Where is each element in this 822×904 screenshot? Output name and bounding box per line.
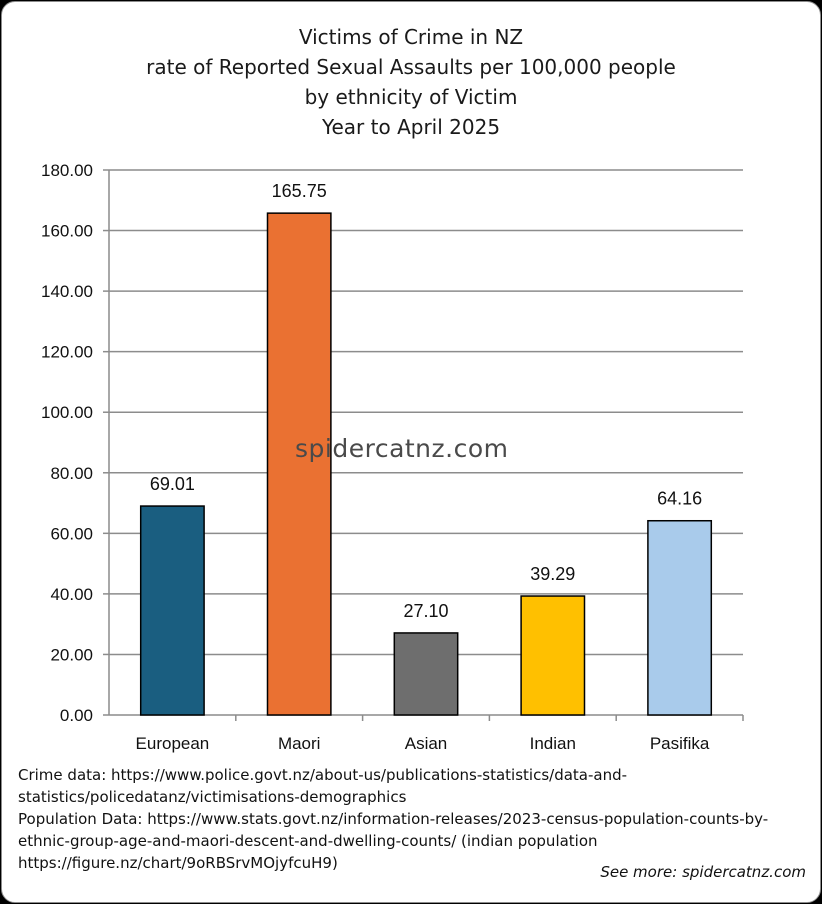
- bar-maori: [266, 212, 332, 716]
- y-tick-label: 60.00: [50, 524, 93, 543]
- title-line-1: Victims of Crime in NZ: [298, 25, 524, 49]
- y-tick-label: 100.00: [41, 403, 93, 422]
- y-tick-label: 0.00: [60, 706, 93, 725]
- chart-title: Victims of Crime in NZ rate of Reported …: [2, 22, 820, 142]
- data-label: 39.29: [530, 564, 575, 584]
- x-category-label: European: [136, 734, 210, 753]
- y-tick-label: 40.00: [50, 585, 93, 604]
- watermark: spidercatnz.com: [295, 434, 509, 463]
- bar-indian: [520, 595, 586, 716]
- population-data-source: Population Data: https://www.stats.govt.…: [18, 810, 769, 872]
- bar-european: [139, 505, 205, 716]
- bar-chart: 0.00 20.00 40.00 60.00 80.00 100.00 120.00 140.…: [41, 161, 744, 753]
- data-label: 165.75: [272, 181, 327, 201]
- x-category-label: Indian: [530, 734, 576, 753]
- y-tick-label: 20.00: [50, 645, 93, 664]
- sources: Crime data: https://www.police.govt.nz/a…: [18, 764, 813, 874]
- x-category-label: Asian: [405, 734, 448, 753]
- y-tick-label: 140.00: [41, 282, 93, 301]
- data-label: 27.10: [403, 601, 448, 621]
- data-label: 69.01: [150, 474, 195, 494]
- data-label: 64.16: [657, 489, 702, 509]
- see-more-note: See more: spidercatnz.com: [600, 863, 806, 881]
- x-category-label: Pasifika: [650, 734, 710, 753]
- x-category-label: Maori: [278, 734, 321, 753]
- y-tick-label: 80.00: [50, 464, 93, 483]
- bar-asian: [393, 632, 459, 716]
- y-tick-label: 160.00: [41, 222, 93, 241]
- y-tick-label: 180.00: [41, 161, 93, 180]
- y-tick-label: 120.00: [41, 343, 93, 362]
- title-line-2: rate of Reported Sexual Assaults per 100…: [146, 55, 676, 79]
- title-line-3: by ethnicity of Victim: [304, 85, 518, 109]
- crime-data-source: Crime data: https://www.police.govt.nz/a…: [18, 766, 628, 806]
- title-line-4: Year to April 2025: [321, 115, 501, 139]
- bar-pasifika: [647, 519, 713, 716]
